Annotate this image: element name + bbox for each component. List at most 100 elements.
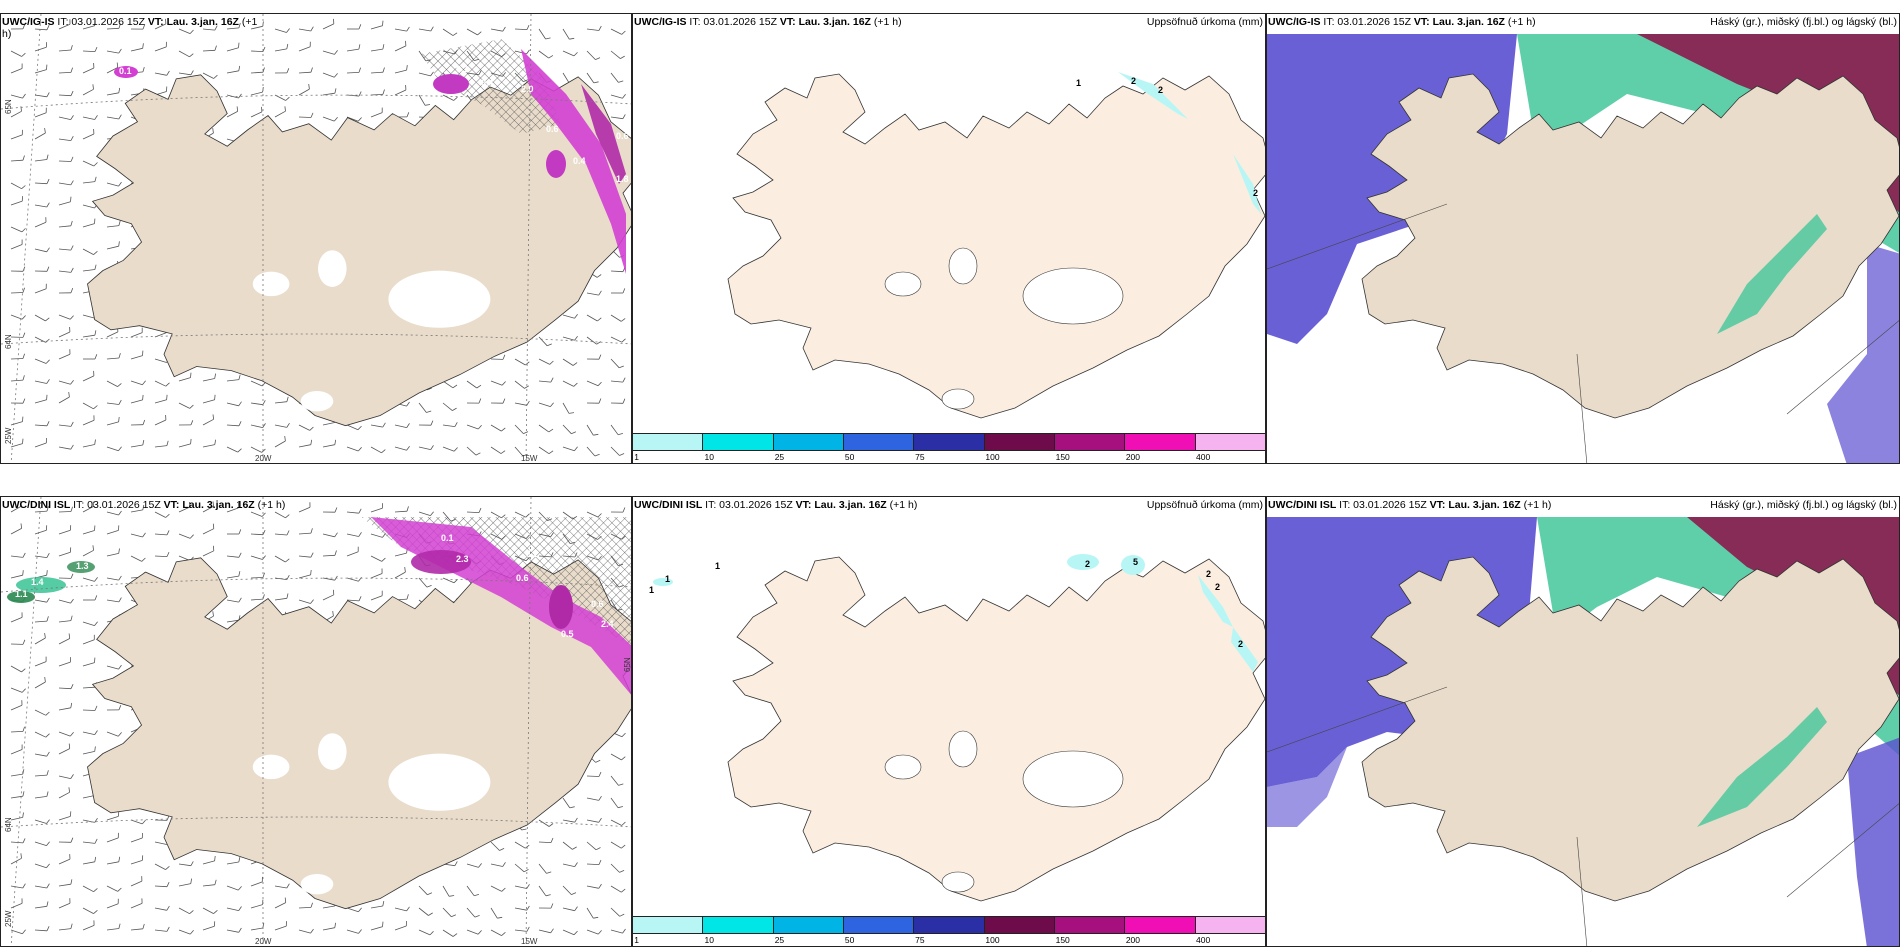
wind-barb-tick [502,354,506,360]
wind-barb-icon [274,925,287,931]
wind-barb-icon [154,23,167,30]
wind-barb-tick [550,928,554,934]
wind-barb-tick [212,523,215,529]
wind-barb-icon [562,358,574,366]
wind-barb-tick [310,569,312,575]
wind-barb-icon [298,599,311,604]
wind-barb-icon [82,419,95,426]
wind-barb-tick [142,24,146,30]
wind-barb-tick [452,407,457,411]
wind-barb-tick [523,431,529,434]
wind-barb-icon [10,617,23,623]
wind-barb-tick [526,24,530,30]
wind-barb-tick [574,862,578,867]
wind-barb-icon [226,507,239,513]
wind-barb-icon [34,221,47,228]
wind-barb-icon [202,399,215,404]
wind-barb-icon [610,841,622,849]
wind-barb-tick [286,43,289,49]
wind-barb-tick [382,901,385,907]
wind-barb-icon [538,402,551,407]
wind-barb-tick [595,847,601,851]
wind-barb-icon [106,553,119,557]
colorbar-label: 100 [985,452,1000,462]
wind-barb-tick [22,155,25,161]
wind-barb-tick [622,398,626,404]
wind-barb-tick [501,887,506,892]
wind-barb-icon [274,597,287,601]
wind-barb-tick [261,512,266,517]
wind-barb-icon [202,884,215,887]
wind-barb-tick [70,684,74,689]
wind-barb-icon [250,380,263,387]
wind-barb-icon [178,907,190,915]
wind-barb-tick [598,795,602,801]
wind-barb-tick [21,315,26,320]
wind-barb-tick [238,401,242,407]
wind-barb-tick [545,894,551,897]
wind-barb-icon [58,446,71,450]
colorbar-label: 75 [915,935,925,945]
wind-barb-tick [284,436,286,442]
wind-barb-tick [358,929,362,934]
wind-barb-icon [490,907,498,919]
wind-value-label: 1.8 [616,174,629,184]
wind-barb-icon [34,442,47,448]
wind-barb-tick [526,884,530,889]
wind-barb-icon [274,902,286,909]
wind-barb-icon [610,314,622,322]
wind-barb-icon [346,511,359,514]
wind-barb-icon [10,574,23,579]
wind-barb-icon [610,863,620,873]
wind-barb-icon [514,929,527,932]
wind-barb-icon [538,380,551,383]
wind-barb-icon [418,885,428,895]
wind-barb-icon [34,709,46,716]
wind-barb-tick [238,93,242,99]
wind-barb-icon [106,331,119,338]
wind-barb-icon [10,68,23,74]
wind-barb-icon [106,446,119,452]
wind-barb-icon [298,907,312,909]
wind-barb-icon [562,314,575,319]
wind-barb-tick [142,923,145,929]
wind-barb-tick [546,871,552,874]
wind-barb-tick [499,848,505,851]
precip-label: 2 [1206,569,1211,579]
wind-barb-tick [238,22,241,29]
wind-barb-icon [322,554,336,557]
wind-barb-tick [117,732,122,737]
wind-barb-tick [547,343,552,347]
wind-barb-tick [238,529,242,535]
wind-barb-tick [598,398,602,404]
wind-value-label: 0.5 [561,629,574,639]
wind-barb-icon [610,775,619,786]
wind-barb-tick [428,912,433,916]
wind-barb-tick [214,25,218,31]
wind-barb-tick [46,154,49,160]
wind-barb-tick [500,450,506,454]
wind-barb-tick [426,585,432,588]
wind-barb-tick [165,382,170,387]
wind-barb-icon [370,424,383,428]
wind-barb-icon [82,223,95,228]
colorbar-swatch [773,434,844,450]
wind-barb-tick [190,372,192,378]
wind-barb-tick [619,365,624,369]
wind-barb-tick [92,84,94,90]
wind-barb-tick [569,37,575,40]
wind-barb-tick [382,422,386,428]
wind-barb-icon [130,533,143,538]
wind-barb-icon [346,446,359,452]
wind-barb-tick [525,361,530,366]
wind-barb-icon [106,402,119,405]
wind-value-label: 0.4 [481,78,494,88]
wind-barb-tick [622,94,626,99]
wind-barb-icon [250,533,264,536]
wind-barb-icon [130,837,143,843]
wind-barb-icon [106,599,119,603]
wind-barb-icon [10,379,24,382]
wind-barb-tick [406,594,409,600]
wind-barb-tick [22,883,26,889]
wind-barb-icon [538,863,547,874]
